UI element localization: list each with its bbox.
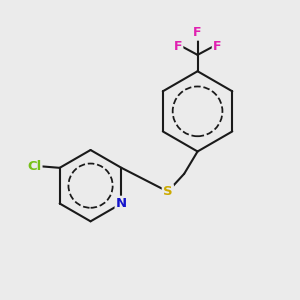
Text: S: S — [163, 185, 172, 198]
Text: N: N — [116, 197, 127, 210]
Text: Cl: Cl — [27, 160, 41, 173]
Text: F: F — [174, 40, 182, 53]
Text: F: F — [213, 40, 221, 53]
Text: F: F — [193, 26, 202, 39]
